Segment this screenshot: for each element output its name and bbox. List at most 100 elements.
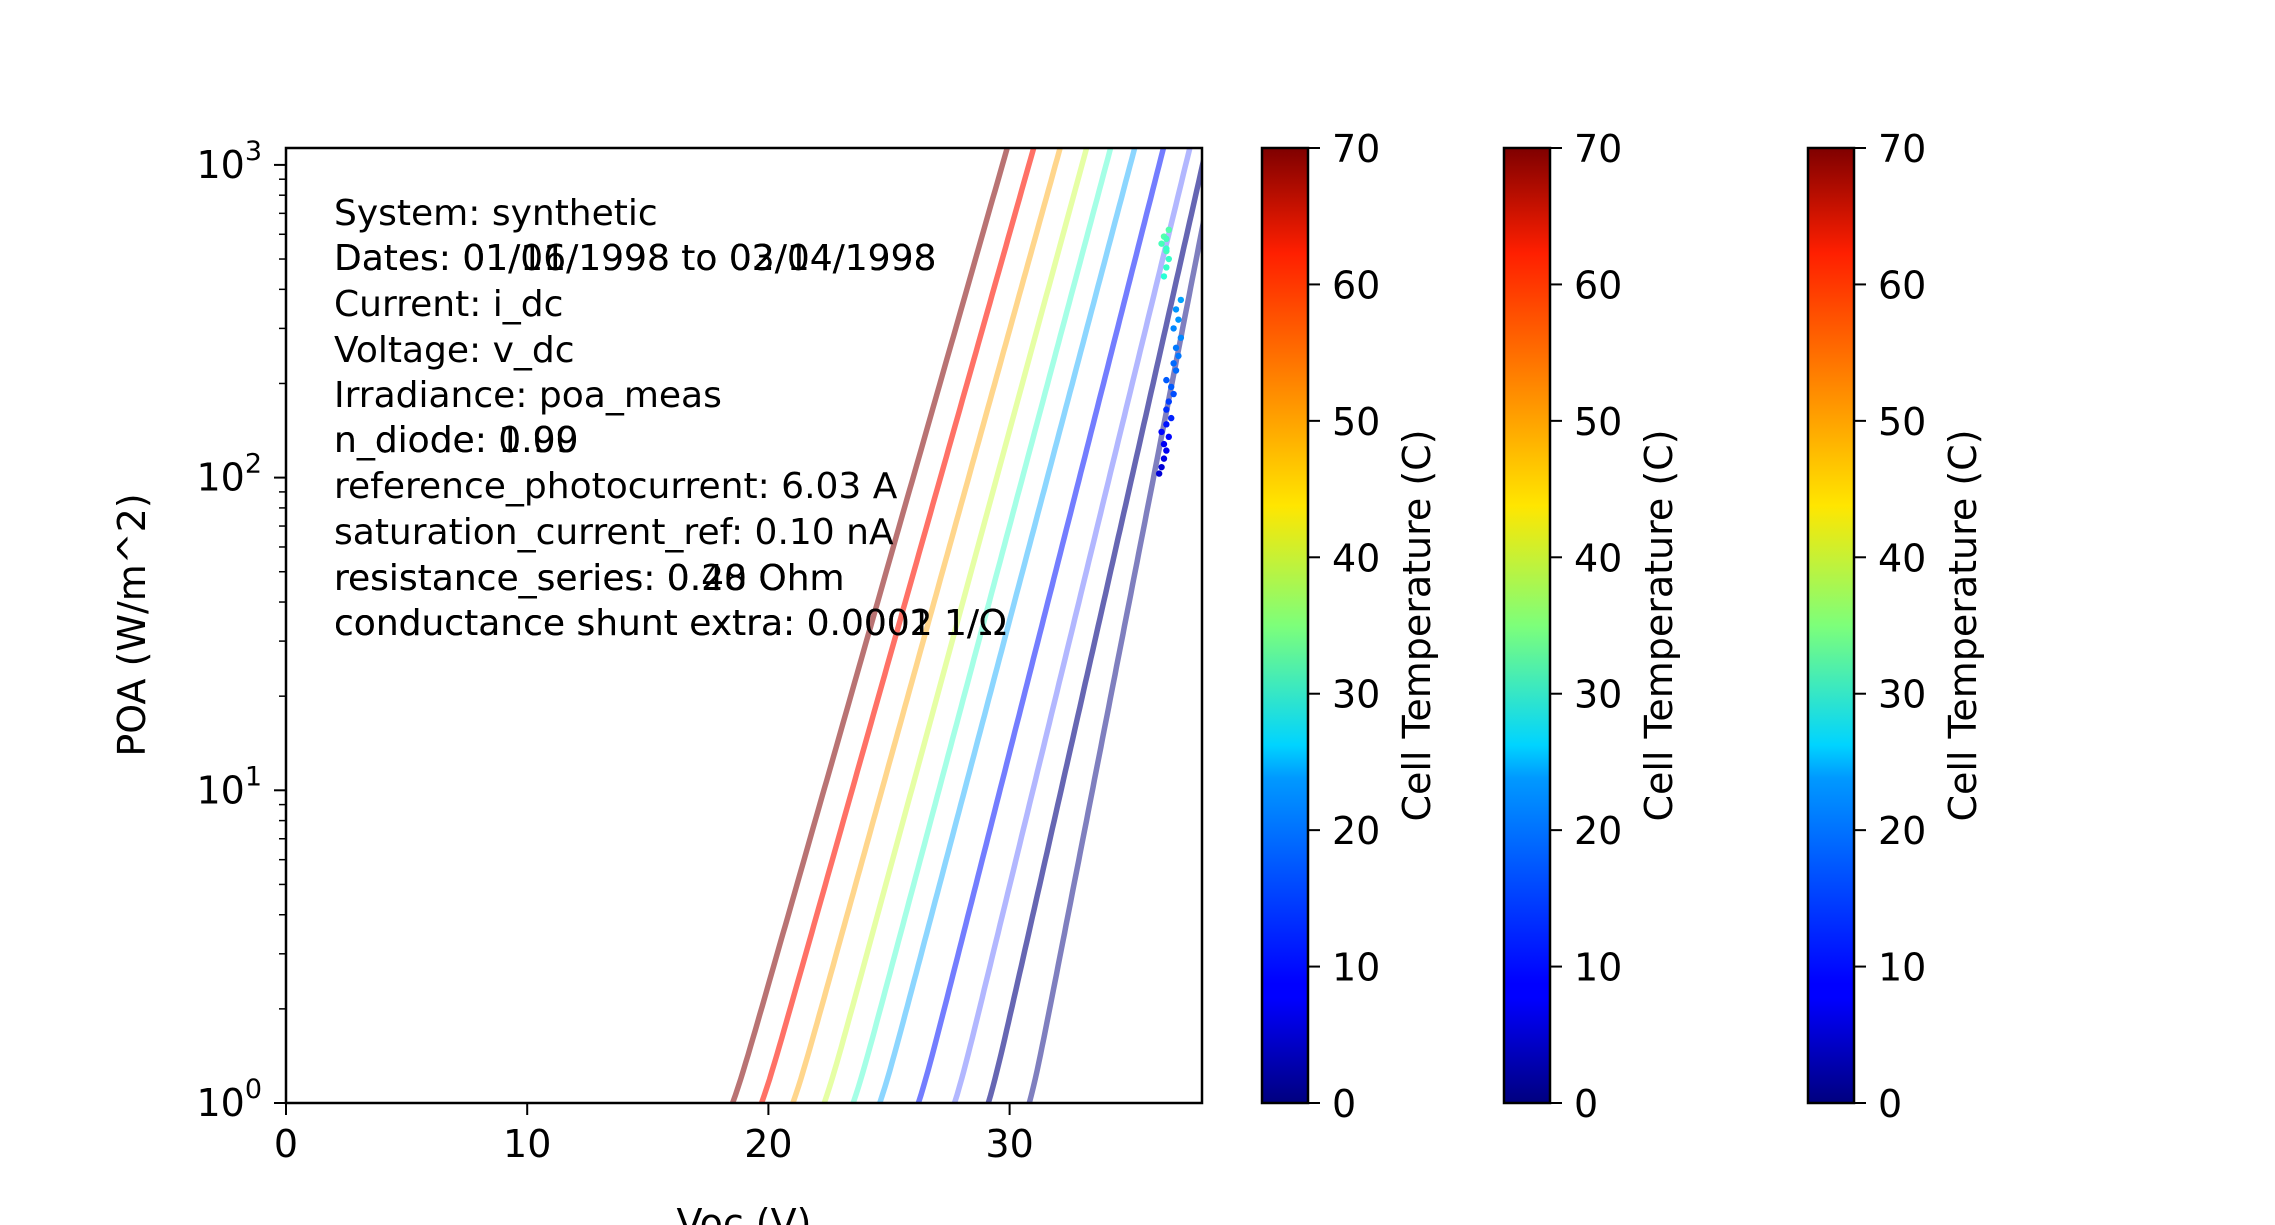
- colorbar-tick-label: 50: [1878, 400, 1926, 444]
- scatter-point: [1177, 334, 1185, 341]
- scatter-point: [1158, 463, 1165, 471]
- colorbar-gradient: [1808, 148, 1854, 1103]
- x-tick-label: 0: [274, 1122, 298, 1166]
- colorbar-tick-label: 20: [1332, 809, 1380, 853]
- y-tick-label: 101: [196, 761, 262, 812]
- scatter-point: [1172, 367, 1180, 374]
- scatter-point: [1160, 440, 1168, 448]
- annotation-current: Current: i_dc: [334, 284, 563, 325]
- colorbar-tick-label: 20: [1878, 809, 1926, 853]
- colorbar-label: Cell Temperature (C): [1637, 429, 1681, 821]
- model-curves-layer: [729, 148, 1202, 1103]
- scatter-point: [1158, 428, 1165, 436]
- scatter-point: [1175, 316, 1182, 323]
- annotation-n-diode-a: n_diode: 1.00: [334, 420, 578, 461]
- scatter-point: [1170, 325, 1177, 332]
- colorbar-tick-label: 30: [1878, 673, 1926, 717]
- scatter-point: [1163, 264, 1170, 271]
- colorbar-tick-label: 40: [1878, 536, 1926, 580]
- colorbar-tick-label: 60: [1574, 263, 1622, 307]
- scatter-point: [1163, 447, 1170, 454]
- scatter-point: [1155, 470, 1163, 477]
- colorbar-tick-label: 0: [1878, 1082, 1902, 1126]
- annotation-saturation-current: saturation_current_ref: 0.10 nA: [334, 512, 894, 553]
- y-axis-label: POA (W/m^2): [110, 493, 154, 756]
- colorbar: 0 10 20 30 40 50 60 70 Cell Temperature (C): [1502, 127, 1681, 1126]
- scatter-point: [1163, 235, 1170, 243]
- colorbar-tick-label: 70: [1574, 127, 1622, 171]
- annotation-conductance-shunt-a: conductance shunt extra: 0.0001 1/Ω: [334, 603, 1007, 644]
- annotation-irradiance: Irradiance: poa_meas: [334, 375, 722, 416]
- scatter-point: [1168, 383, 1175, 391]
- colorbar: 0 10 20 30 40 50 60 70 Cell Temperature (C): [1806, 127, 1985, 1126]
- colorbar-label: Cell Temperature (C): [1395, 429, 1439, 821]
- annotation-resistance-series-a: resistance_series: 0.20 Ohm: [334, 558, 845, 599]
- scatter-point: [1160, 273, 1168, 280]
- colorbar-label: Cell Temperature (C): [1941, 429, 1985, 821]
- colorbar-frame: [1502, 146, 1552, 1105]
- scatter-point: [1158, 240, 1165, 247]
- model-curve: [729, 148, 1011, 1103]
- annotation-block: System: synthetic Dates: 01/01/1998 to 0…: [334, 193, 1007, 644]
- annotation-reference-photocurrent: reference_photocurrent: 6.03 A: [334, 466, 898, 507]
- annotation-voltage: Voltage: v_dc: [334, 330, 575, 371]
- colorbar-tick-label: 20: [1574, 809, 1622, 853]
- y-axis-ticks: 100 101 102 103: [196, 136, 286, 1125]
- scatter-point: [1165, 255, 1172, 263]
- colorbar: 0 10 20 30 40 50 60 70 Cell Temperature (C): [1260, 127, 1439, 1126]
- scatter-point: [1168, 414, 1175, 422]
- x-axis-label: Voc (V): [677, 1201, 812, 1225]
- colorbar-tick-label: 30: [1574, 673, 1622, 717]
- colorbar-tick-label: 60: [1878, 263, 1926, 307]
- scatter-point: [1163, 406, 1170, 413]
- colorbar-tick-label: 30: [1332, 673, 1380, 717]
- model-curve: [915, 148, 1167, 1103]
- colorbar-tick-label: 10: [1332, 946, 1380, 990]
- x-tick-label: 20: [744, 1122, 792, 1166]
- annotation-dates-b: Dates: 01/16/1998 to 02/04/1998: [334, 238, 936, 279]
- y-tick-label: 103: [196, 136, 262, 187]
- colorbar-tick-label: 10: [1574, 946, 1622, 990]
- colorbar-tick-label: 40: [1574, 536, 1622, 580]
- scatter-point: [1163, 421, 1170, 428]
- scatter-point: [1163, 245, 1170, 252]
- y-tick-label: 102: [196, 449, 262, 500]
- scatter-points-layer: [1155, 226, 1185, 477]
- scatter-point: [1170, 390, 1177, 398]
- annotation-n-diode-b: n_diode: 0.99: [334, 420, 578, 461]
- scatter-point: [1177, 296, 1185, 304]
- colorbar-tick-label: 60: [1332, 263, 1380, 307]
- colorbar-tick-label: 0: [1332, 1082, 1356, 1126]
- scatter-point: [1175, 352, 1182, 360]
- y-tick-label: 100: [196, 1074, 262, 1125]
- scatter-point: [1160, 455, 1168, 462]
- scatter-point: [1165, 398, 1172, 405]
- colorbars: 0 10 20 30 40 50 60 70 Cell Temperature (C) 0 10 20…: [1260, 127, 1985, 1126]
- colorbar-frame: [1806, 146, 1856, 1105]
- colorbar-tick-label: 50: [1332, 400, 1380, 444]
- colorbar-frame: [1260, 146, 1310, 1105]
- scatter-point: [1172, 344, 1180, 352]
- plot-frame: [284, 146, 1204, 1105]
- x-tick-label: 10: [503, 1122, 551, 1166]
- model-curve: [850, 148, 1114, 1103]
- model-curve: [951, 148, 1193, 1103]
- colorbar-tick-label: 10: [1878, 946, 1926, 990]
- scatter-point: [1172, 306, 1180, 313]
- x-tick-label: 30: [985, 1122, 1033, 1166]
- x-axis-ticks: 0 10 20 30: [274, 1103, 1034, 1166]
- annotation-system: System: synthetic: [334, 193, 658, 234]
- annotation-dates-a: Dates: 01/01/1998 to 03/14/1998: [334, 238, 936, 279]
- colorbar-gradient: [1504, 148, 1550, 1103]
- colorbar-tick-label: 50: [1574, 400, 1622, 444]
- scatter-point: [1170, 360, 1177, 367]
- model-curve: [985, 155, 1202, 1103]
- annotation-resistance-series-b: resistance_series: 0.48 Ohm: [334, 558, 845, 599]
- colorbar-gradient: [1262, 148, 1308, 1103]
- model-curve: [758, 148, 1037, 1103]
- annotation-conductance-shunt-b: conductance shunt extra: 0.0002 1/Ω: [334, 603, 1007, 644]
- colorbar-tick-label: 70: [1878, 127, 1926, 171]
- scatter-point: [1163, 376, 1170, 384]
- model-curve: [790, 148, 1063, 1103]
